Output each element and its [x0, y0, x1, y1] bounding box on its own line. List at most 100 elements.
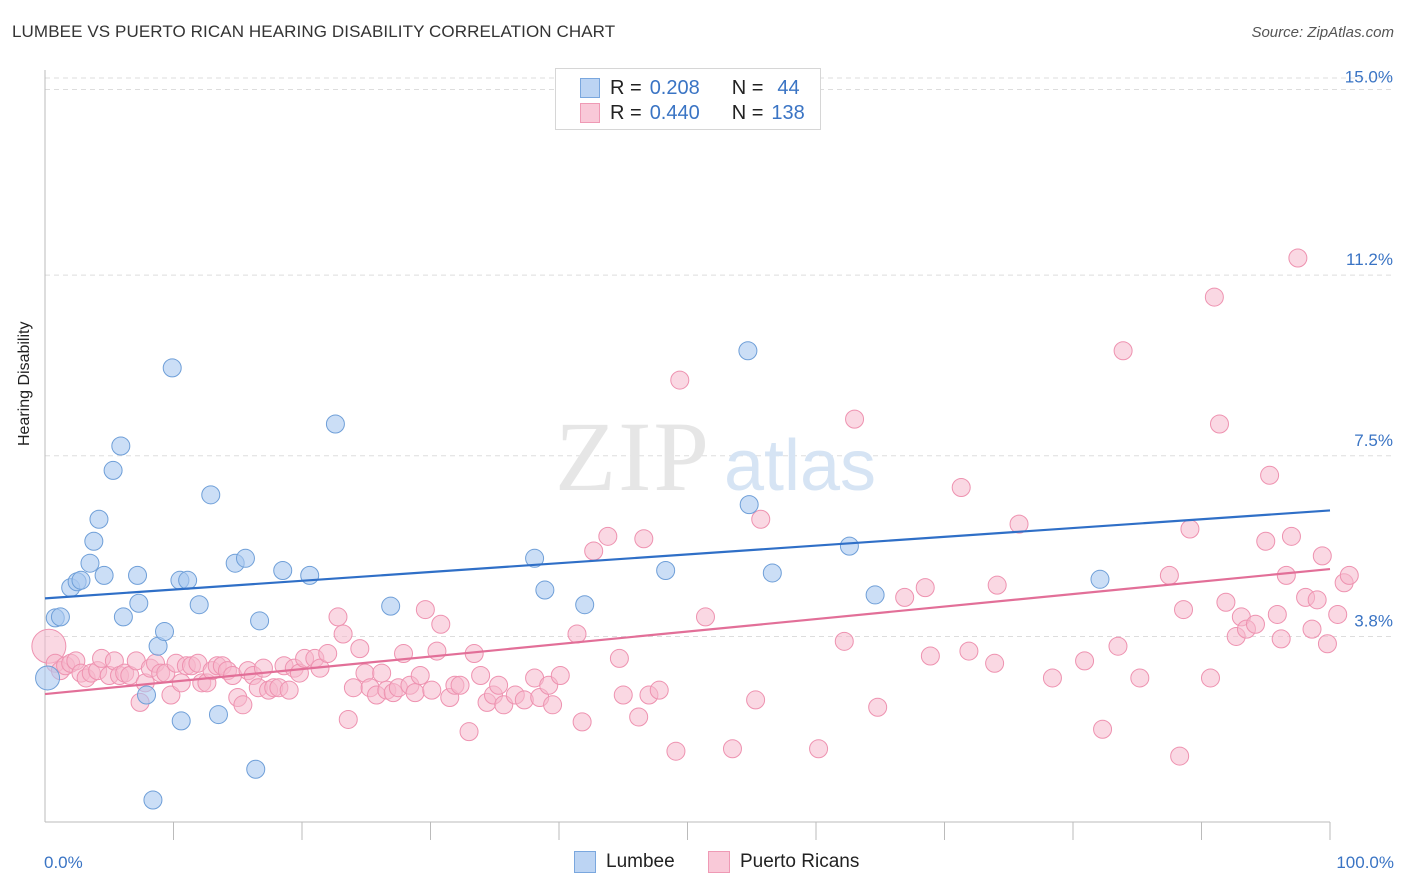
data-point-puerto-ricans	[1108, 636, 1128, 656]
data-point-lumbee	[155, 622, 175, 642]
data-point-puerto-ricans	[670, 370, 690, 390]
data-point-puerto-ricans	[834, 631, 854, 651]
data-point-puerto-ricans	[649, 680, 669, 700]
data-point-puerto-ricans	[695, 607, 715, 627]
data-point-puerto-ricans	[567, 624, 587, 644]
data-point-lumbee	[171, 711, 191, 731]
puerto-ricans-swatch	[708, 851, 730, 873]
data-point-puerto-ricans	[666, 741, 686, 761]
data-point-puerto-ricans	[915, 578, 935, 598]
data-point-puerto-ricans	[350, 639, 370, 659]
data-point-lumbee	[525, 548, 545, 568]
data-point-puerto-ricans	[343, 678, 363, 698]
data-point-puerto-ricans	[1307, 590, 1327, 610]
watermark: ZIP atlas	[555, 401, 876, 512]
data-point-puerto-ricans	[1159, 565, 1179, 585]
data-point-puerto-ricans	[959, 641, 979, 661]
data-point-puerto-ricans	[1200, 668, 1220, 688]
trend-lines	[44, 509, 1331, 696]
data-point-puerto-ricans	[459, 722, 479, 742]
y-axis-label: Hearing Disability	[16, 321, 33, 447]
data-point-lumbee	[1090, 569, 1110, 589]
data-point-lumbee	[84, 531, 104, 551]
watermark-atlas: atlas	[724, 426, 876, 506]
data-point-puerto-ricans	[405, 683, 425, 703]
data-point-puerto-ricans	[634, 529, 654, 549]
data-point-puerto-ricans	[895, 587, 915, 607]
data-point-puerto-ricans	[584, 541, 604, 561]
data-point-lumbee	[656, 561, 676, 581]
data-point-puerto-ricans	[746, 690, 766, 710]
data-point-puerto-ricans	[1170, 746, 1190, 766]
data-point-puerto-ricans	[410, 666, 430, 686]
data-point-lumbee	[250, 611, 270, 631]
y-tick-label: 11.2%	[1346, 250, 1393, 269]
legend-item-puerto-ricans[interactable]: Puerto Ricans	[708, 851, 859, 873]
data-point-puerto-ricans	[809, 739, 829, 759]
series-lumbee	[35, 341, 1110, 810]
series-legend: Lumbee Puerto Ricans	[0, 851, 1406, 877]
legend-label: Puerto Ricans	[740, 851, 860, 872]
data-point-puerto-ricans	[1317, 634, 1337, 654]
data-point-puerto-ricans	[1180, 519, 1200, 539]
data-point-puerto-ricans	[415, 600, 435, 620]
correlation-legend: R = 0.208 N = 44 R = 0.440 N = 138	[555, 68, 821, 130]
data-point-puerto-ricans	[845, 409, 865, 429]
data-point-puerto-ricans	[1216, 592, 1236, 612]
y-tick-label: 3.8%	[1354, 611, 1393, 630]
data-point-lumbee	[103, 460, 123, 480]
r-value: 0.440	[649, 101, 700, 124]
legend-row-puerto-ricans: R = 0.440 N = 138	[580, 101, 805, 125]
r-label: R =	[610, 101, 642, 124]
data-point-lumbee	[535, 580, 555, 600]
r-value: 0.208	[649, 76, 700, 99]
data-point-puerto-ricans	[543, 695, 563, 715]
data-point-puerto-ricans	[318, 644, 338, 664]
legend-row-lumbee: R = 0.208 N = 44	[580, 76, 800, 100]
data-point-puerto-ricans	[1093, 719, 1113, 739]
data-point-lumbee	[381, 596, 401, 616]
data-point-lumbee	[111, 436, 131, 456]
data-point-puerto-ricans	[572, 712, 592, 732]
lumbee-swatch	[580, 78, 600, 98]
data-point-puerto-ricans	[1075, 651, 1095, 671]
data-point-puerto-ricans	[1009, 514, 1029, 534]
data-point-puerto-ricans	[1271, 629, 1291, 649]
data-point-puerto-ricans	[920, 646, 940, 666]
watermark-zip: ZIP	[555, 401, 711, 512]
data-point-lumbee	[762, 563, 782, 583]
data-point-lumbee	[235, 548, 255, 568]
data-point-lumbee	[137, 685, 157, 705]
data-point-puerto-ricans	[1281, 526, 1301, 546]
data-point-puerto-ricans	[1339, 565, 1359, 585]
trend-line-puerto-ricans	[44, 567, 1331, 696]
puerto-ricans-swatch	[580, 103, 600, 123]
chart-source: Source: ZipAtlas.com	[1251, 24, 1394, 41]
data-point-puerto-ricans	[279, 680, 299, 700]
data-point-puerto-ricans	[751, 509, 771, 529]
data-point-puerto-ricans	[431, 614, 451, 634]
data-point-lumbee	[246, 759, 266, 779]
data-point-lumbee	[189, 595, 209, 615]
data-point-puerto-ricans	[333, 624, 353, 644]
data-point-puerto-ricans	[1328, 604, 1348, 624]
y-tick-labels: 3.8% 7.5% 11.2% 15.0%	[1345, 68, 1393, 631]
data-point-puerto-ricans	[951, 478, 971, 498]
y-tick-label: 15.0%	[1345, 68, 1393, 87]
data-point-puerto-ricans	[372, 663, 392, 683]
data-point-lumbee	[738, 341, 758, 361]
data-point-lumbee	[273, 561, 293, 581]
x-tick-min: 0.0%	[44, 853, 83, 872]
data-point-puerto-ricans	[422, 680, 442, 700]
chart-title: LUMBEE VS PUERTO RICAN HEARING DISABILIT…	[12, 22, 616, 41]
data-point-puerto-ricans	[868, 697, 888, 717]
data-point-lumbee	[865, 585, 885, 605]
data-point-puerto-ricans	[1260, 465, 1280, 485]
legend-item-lumbee[interactable]: Lumbee	[574, 851, 675, 873]
data-point-lumbee	[113, 607, 133, 627]
data-point-puerto-ricans	[1209, 414, 1229, 434]
data-point-puerto-ricans	[1204, 287, 1224, 307]
r-label: R =	[610, 76, 642, 99]
data-point-puerto-ricans	[613, 685, 633, 705]
